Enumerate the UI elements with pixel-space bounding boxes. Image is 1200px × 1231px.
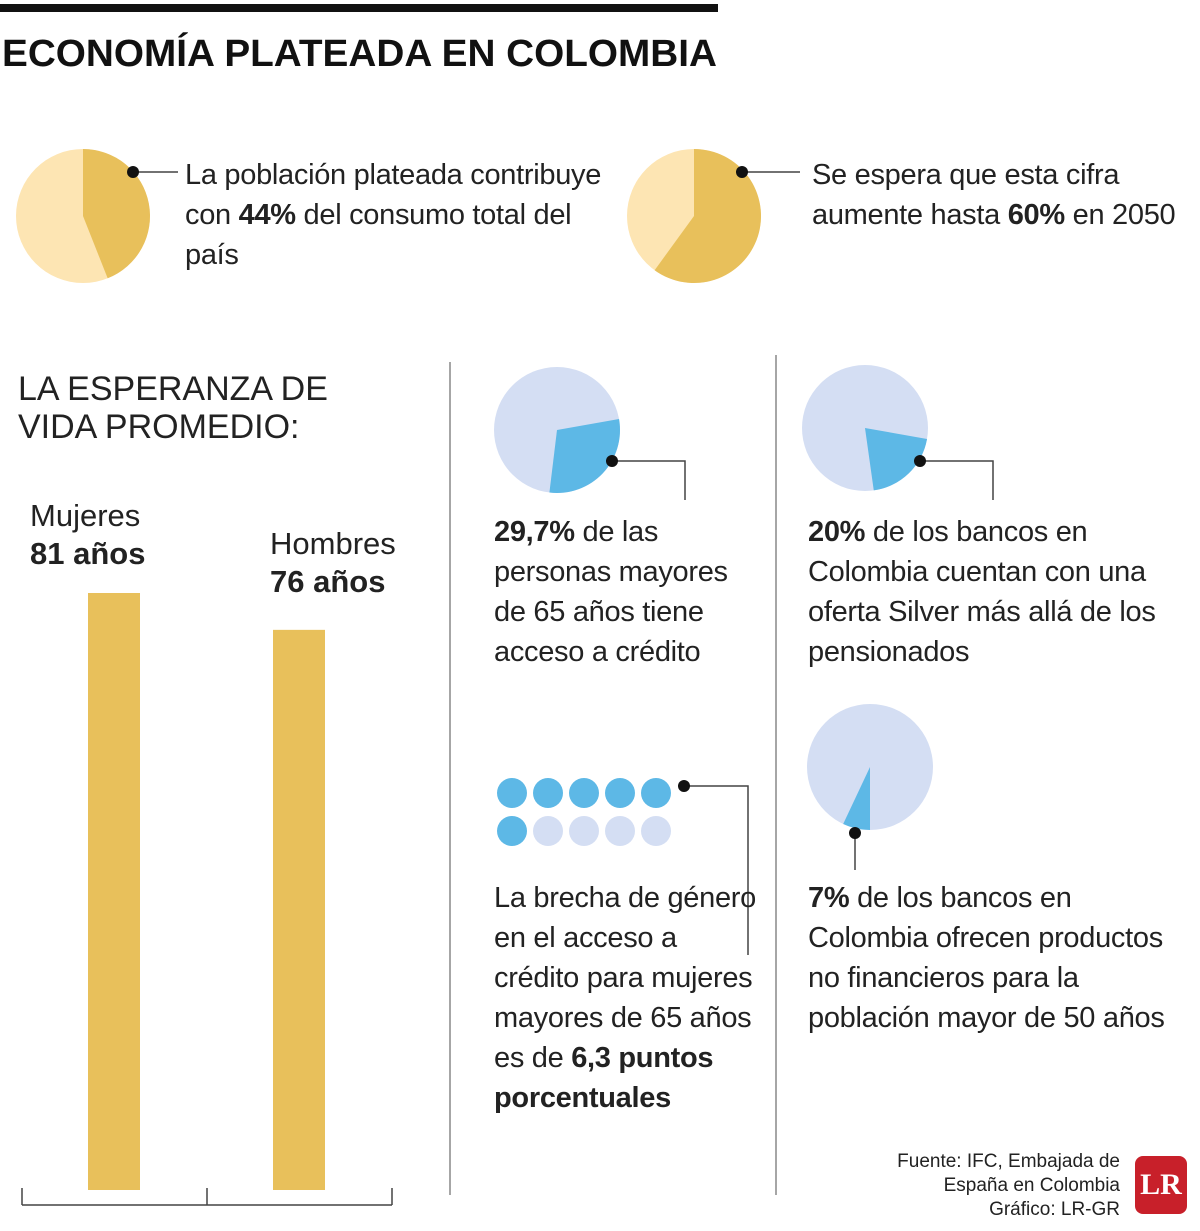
pie-slice (83, 149, 150, 279)
waffle-dot-filled (497, 778, 527, 808)
bar (273, 629, 325, 1190)
caption-text: de las personas mayores de 65 años tiene… (494, 516, 728, 668)
value-label: 81 años (30, 536, 146, 571)
waffle-dot-filled (605, 778, 635, 808)
pointer-line (920, 460, 994, 500)
pointer-line (684, 785, 749, 955)
top-rule (0, 4, 718, 12)
bar (88, 593, 140, 1190)
caption: Se espera que esta cifra aumente hasta 6… (812, 155, 1197, 235)
waffle-dot-filled (533, 778, 563, 808)
pointer-dot (606, 455, 618, 467)
pie-slice (865, 428, 928, 491)
pie-slice (843, 767, 870, 830)
caption-text: Se espera que esta cifra aumente hasta (812, 159, 1120, 231)
pointer-dot (736, 166, 748, 178)
pointer-line (612, 460, 686, 500)
pie-slice (549, 419, 620, 494)
pointer-dot (678, 780, 690, 792)
waffle-dot (569, 816, 599, 846)
waffle-dot-filled (497, 816, 527, 846)
caption: 20% de los bancos en Colombia cuentan co… (808, 512, 1193, 672)
caption: La población plateada contribuye con 44%… (185, 155, 605, 275)
title: ECONOMÍA PLATEADA EN COLOMBIA (2, 31, 717, 75)
category-label: Hombres (270, 526, 396, 561)
caption-text: del consumo total del país (185, 199, 572, 271)
bar-label: Hombres 76 años (270, 525, 396, 601)
source-text: Fuente: IFC, Embajada de España en Colom… (897, 1151, 1120, 1196)
waffle-dot-filled (569, 778, 599, 808)
value-label: 6,3 (571, 1042, 611, 1074)
waffle-dot-filled (641, 778, 671, 808)
pointer-dot (127, 166, 139, 178)
pointer-dot (849, 827, 861, 839)
waffle-dot (533, 816, 563, 846)
caption: La brecha de género en el acceso a crédi… (494, 878, 762, 1118)
value-label: 76 años (270, 564, 386, 599)
source: Fuente: IFC, Embajada de España en Colom… (830, 1150, 1120, 1222)
logo: LR (1135, 1156, 1187, 1214)
waffle-dot (605, 816, 635, 846)
value-label: 44% (238, 199, 296, 231)
caption-text: de los bancos en Colombia cuentan con un… (808, 516, 1156, 668)
value-label: 7% (808, 882, 850, 914)
pie-slice (654, 149, 761, 283)
bar-title: LA ESPERANZA DE VIDA PROMEDIO: (18, 370, 328, 446)
value-label: 29,7% (494, 516, 575, 548)
value-label: 20% (808, 516, 866, 548)
category-label: Mujeres (30, 498, 141, 533)
caption-text: La población plateada contribuye con (185, 159, 602, 231)
caption-text: puntos porcentuales (494, 1042, 714, 1114)
credit: Gráfico: LR-GR (989, 1199, 1120, 1220)
caption: 29,7% de las personas mayores de 65 años… (494, 512, 764, 672)
caption-text: de los bancos en Colombia ofrecen produc… (808, 882, 1165, 1034)
caption-text: La brecha de género en el acceso a crédi… (494, 882, 756, 1074)
value-label: 60% (1007, 199, 1065, 231)
waffle-dot (641, 816, 671, 846)
caption: 7% de los bancos en Colombia ofrecen pro… (808, 878, 1193, 1038)
pointer-dot (914, 455, 926, 467)
bar-label: Mujeres 81 años (30, 497, 145, 573)
caption-text: en 2050 (1064, 199, 1176, 231)
